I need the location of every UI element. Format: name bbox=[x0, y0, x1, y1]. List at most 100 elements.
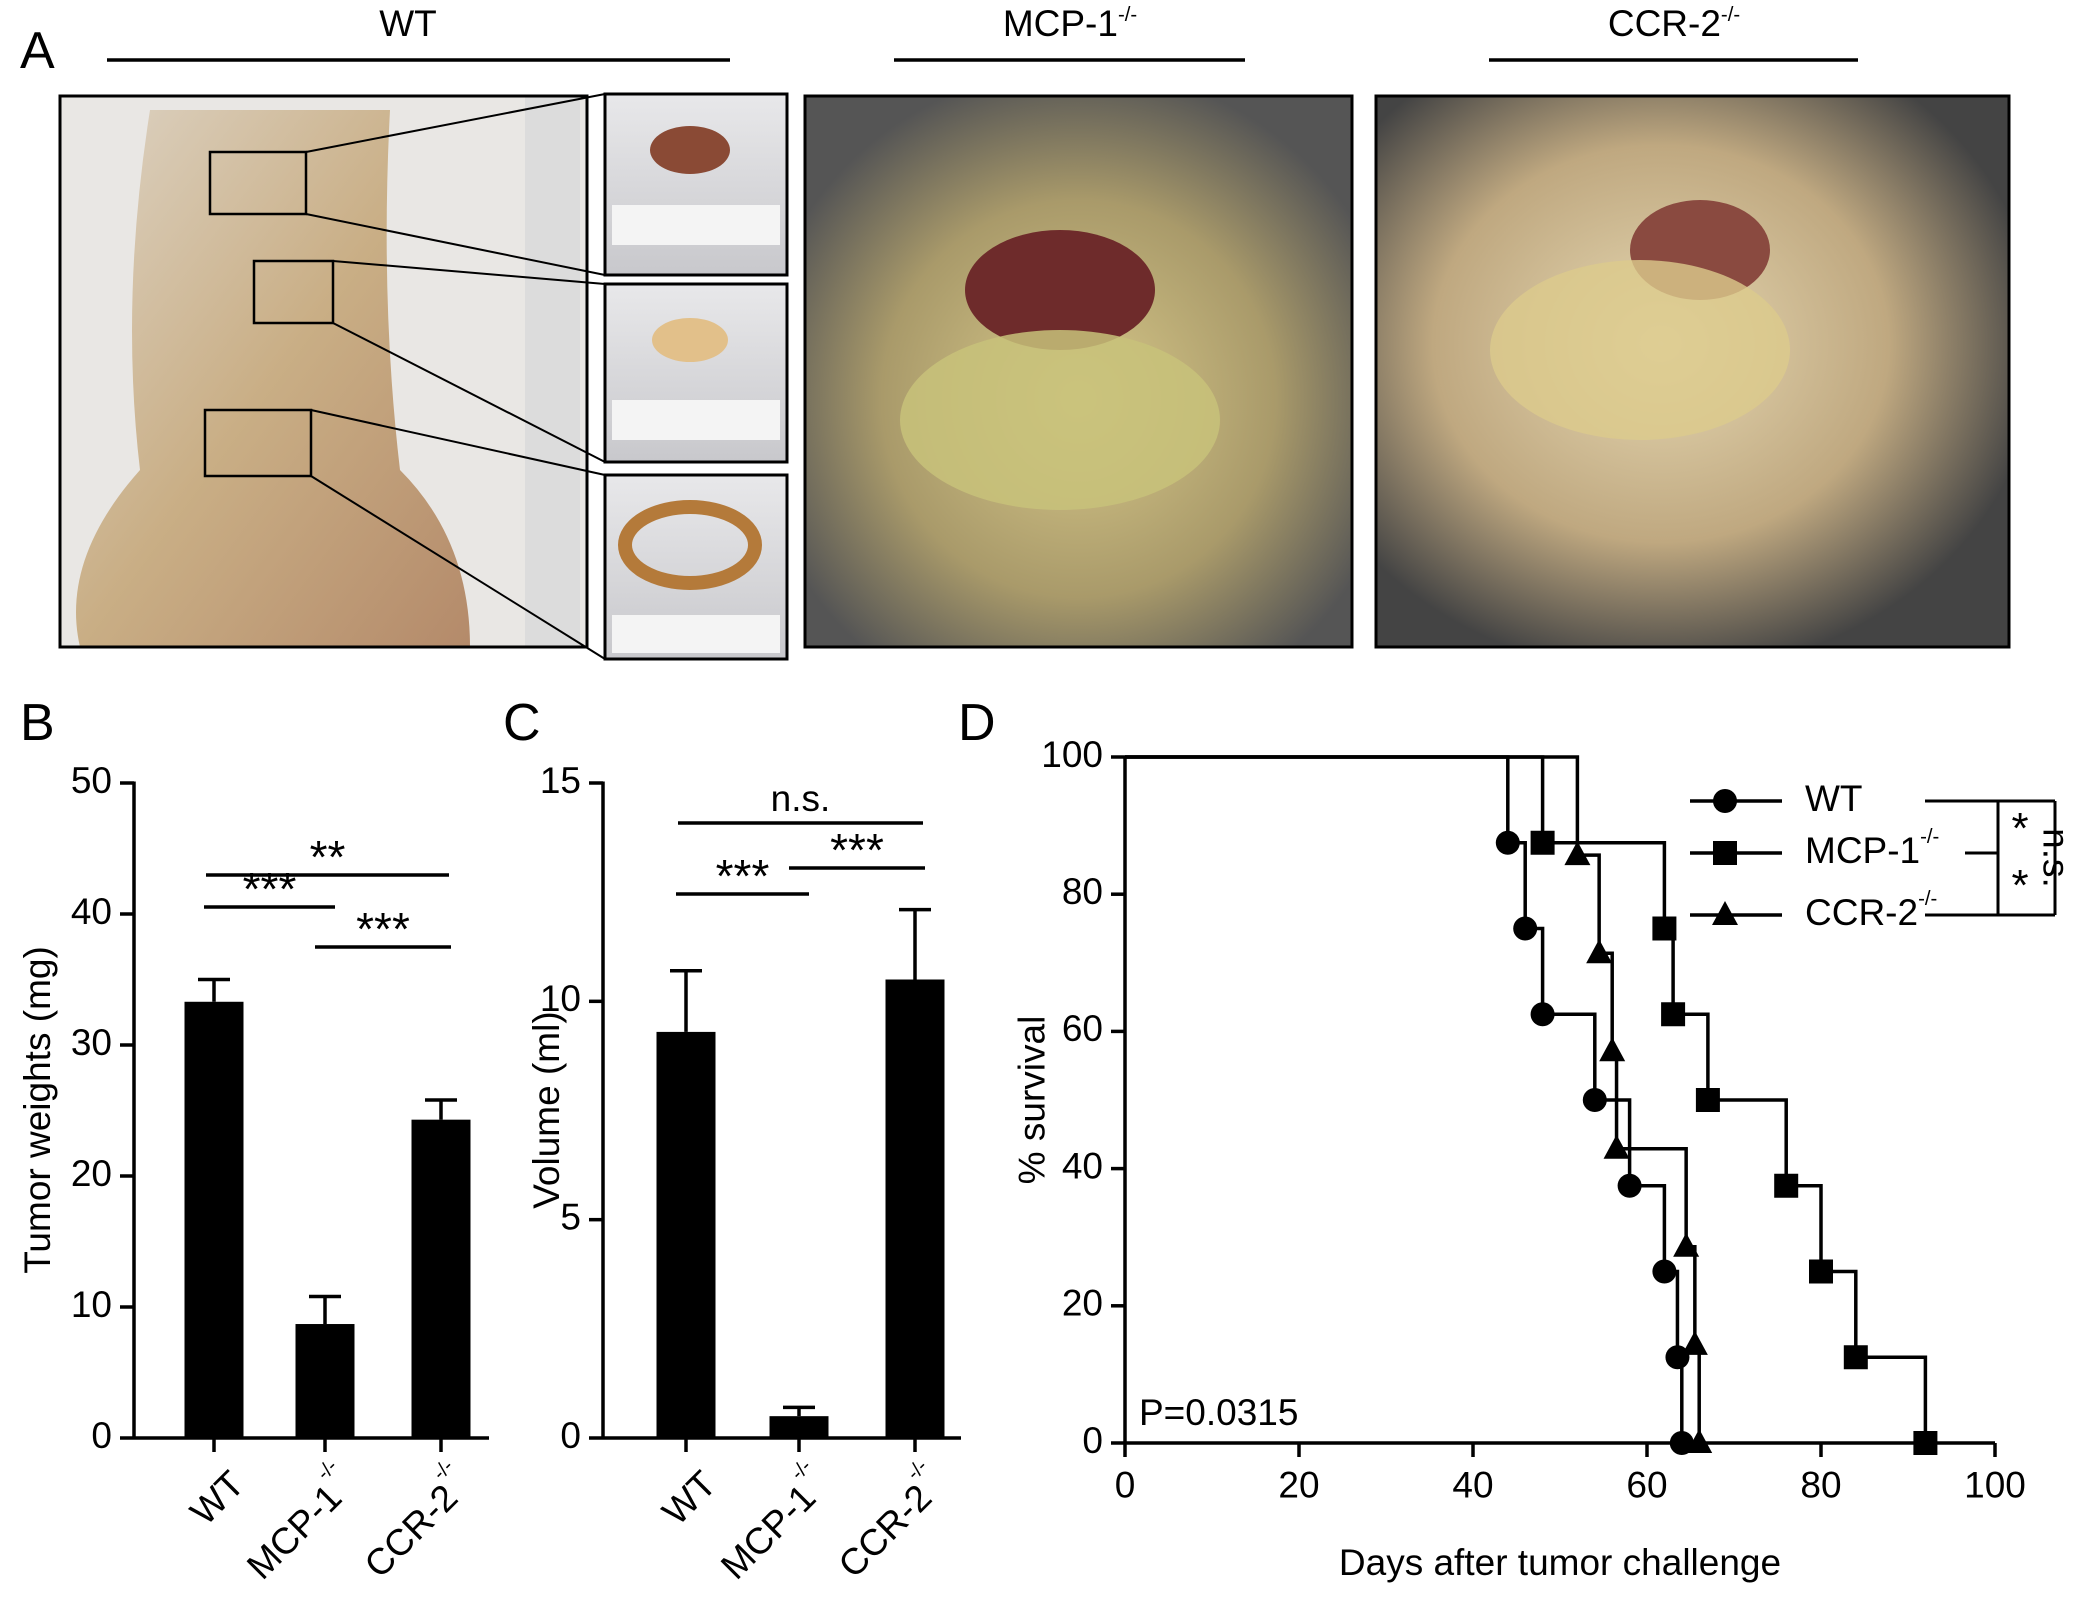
y-tick-label: 10 bbox=[540, 978, 581, 1019]
x-tick-label: 80 bbox=[1800, 1464, 1841, 1505]
significance-label: * bbox=[2011, 861, 2028, 910]
marker bbox=[1495, 830, 1520, 855]
marker bbox=[1809, 1259, 1833, 1284]
y-axis-label: Volume (ml) bbox=[526, 1011, 567, 1208]
y-tick-label: 0 bbox=[1082, 1420, 1103, 1461]
marker bbox=[1681, 1330, 1708, 1355]
y-tick-label: 10 bbox=[71, 1284, 112, 1325]
significance-label: ** bbox=[310, 831, 346, 883]
group-label-sup: -/- bbox=[1118, 4, 1137, 26]
marker bbox=[1686, 1429, 1713, 1453]
bar bbox=[184, 1001, 244, 1438]
marker bbox=[1582, 1088, 1607, 1112]
bar bbox=[656, 1031, 716, 1438]
panel-letter: B bbox=[20, 694, 55, 752]
y-tick-label: 100 bbox=[1041, 734, 1103, 775]
marker bbox=[1599, 1037, 1626, 1062]
legend-label-base: MCP-1 bbox=[1805, 830, 1920, 871]
marker bbox=[1652, 916, 1677, 941]
x-tick-label: CCR-2-/- bbox=[349, 1455, 480, 1586]
significance-label: * bbox=[2011, 804, 2028, 853]
y-tick-label: 15 bbox=[540, 760, 581, 801]
photo-wt bbox=[58, 93, 606, 660]
legend-label-base: WT bbox=[1805, 778, 1863, 819]
y-tick-label: 80 bbox=[1062, 871, 1103, 912]
bar bbox=[769, 1416, 829, 1438]
group-label: WT bbox=[379, 3, 437, 44]
marker bbox=[1913, 1431, 1938, 1455]
marker bbox=[1564, 841, 1591, 866]
group-label-base: CCR-2 bbox=[1608, 3, 1721, 44]
x-tick-label-base: CCR-2 bbox=[357, 1477, 466, 1586]
legend-label-base: CCR-2 bbox=[1805, 892, 1918, 933]
x-tick-label: 0 bbox=[1115, 1464, 1136, 1505]
legend-label: MCP-1-/- bbox=[1805, 827, 1939, 871]
photo-mcp bbox=[803, 94, 1354, 649]
marker bbox=[1586, 939, 1613, 964]
marker bbox=[1843, 1345, 1868, 1370]
x-tick-label: WT bbox=[183, 1463, 253, 1533]
y-tick-label: 20 bbox=[1062, 1283, 1103, 1324]
y-tick-label: 30 bbox=[71, 1022, 112, 1063]
x-tick-label: WT bbox=[655, 1463, 725, 1533]
x-tick-label: 40 bbox=[1452, 1464, 1493, 1505]
x-tick-label: 20 bbox=[1278, 1464, 1319, 1505]
marker bbox=[1669, 1431, 1694, 1455]
y-tick-label: 40 bbox=[71, 891, 112, 932]
marker bbox=[1652, 1259, 1677, 1284]
panel-letter: C bbox=[503, 694, 541, 752]
group-label: MCP-1-/- bbox=[1003, 3, 1137, 44]
bar bbox=[295, 1324, 355, 1438]
y-axis-label-base: Volume (ml) bbox=[526, 1011, 567, 1208]
annotation: P=0.0315 bbox=[1139, 1392, 1298, 1433]
marker bbox=[1617, 1173, 1642, 1198]
legend-label: CCR-2-/- bbox=[1805, 889, 1937, 933]
panel-letter: A bbox=[20, 22, 55, 80]
photo-insets bbox=[603, 92, 789, 661]
marker bbox=[1665, 1345, 1690, 1370]
y-axis-label-base: Tumor weights (mg) bbox=[17, 946, 58, 1274]
legend-label-sup: -/- bbox=[1918, 889, 1937, 911]
y-tick-label: 0 bbox=[91, 1415, 112, 1456]
marker bbox=[1530, 1002, 1555, 1027]
x-tick-label-base: CCR-2 bbox=[831, 1477, 940, 1586]
x-tick-label: MCP-1-/- bbox=[705, 1455, 837, 1587]
legend-label: WT bbox=[1805, 778, 1863, 819]
x-tick-label-base: MCP-1 bbox=[239, 1477, 349, 1587]
significance-label: n.s. bbox=[2036, 828, 2077, 888]
group-label-sup: -/- bbox=[1721, 4, 1740, 26]
y-tick-label: 40 bbox=[1062, 1145, 1103, 1186]
marker bbox=[1695, 1088, 1720, 1112]
y-axis-label: Tumor weights (mg) bbox=[17, 946, 58, 1274]
y-tick-label: 0 bbox=[560, 1415, 581, 1456]
bar bbox=[411, 1119, 471, 1438]
significance-label: *** bbox=[716, 850, 770, 902]
y-tick-label: 60 bbox=[1062, 1008, 1103, 1049]
legend-marker bbox=[1712, 901, 1738, 925]
x-tick-label-base: WT bbox=[183, 1463, 253, 1533]
marker bbox=[1513, 916, 1538, 941]
x-axis-label: Days after tumor challenge bbox=[1339, 1542, 1781, 1583]
significance-label: n.s. bbox=[771, 778, 831, 819]
legend-marker bbox=[1713, 789, 1737, 813]
marker bbox=[1530, 830, 1555, 855]
significance-label: *** bbox=[243, 863, 297, 915]
x-tick-label: 100 bbox=[1964, 1464, 2026, 1505]
photo-ccr bbox=[1374, 94, 2011, 649]
legend-marker bbox=[1713, 841, 1737, 865]
marker bbox=[1673, 1232, 1700, 1257]
bar bbox=[885, 979, 945, 1438]
significance-label: *** bbox=[356, 903, 410, 955]
x-tick-label: MCP-1-/- bbox=[231, 1455, 363, 1587]
marker bbox=[1603, 1134, 1630, 1159]
panel-letter: D bbox=[958, 694, 996, 752]
y-axis-label: % survival bbox=[1011, 1016, 1052, 1185]
marker bbox=[1661, 1002, 1686, 1027]
y-tick-label: 50 bbox=[71, 760, 112, 801]
group-label: CCR-2-/- bbox=[1608, 3, 1740, 44]
group-label-base: WT bbox=[379, 3, 437, 44]
x-tick-label-base: WT bbox=[655, 1463, 725, 1533]
marker bbox=[1774, 1173, 1799, 1198]
significance-label: *** bbox=[830, 824, 884, 876]
